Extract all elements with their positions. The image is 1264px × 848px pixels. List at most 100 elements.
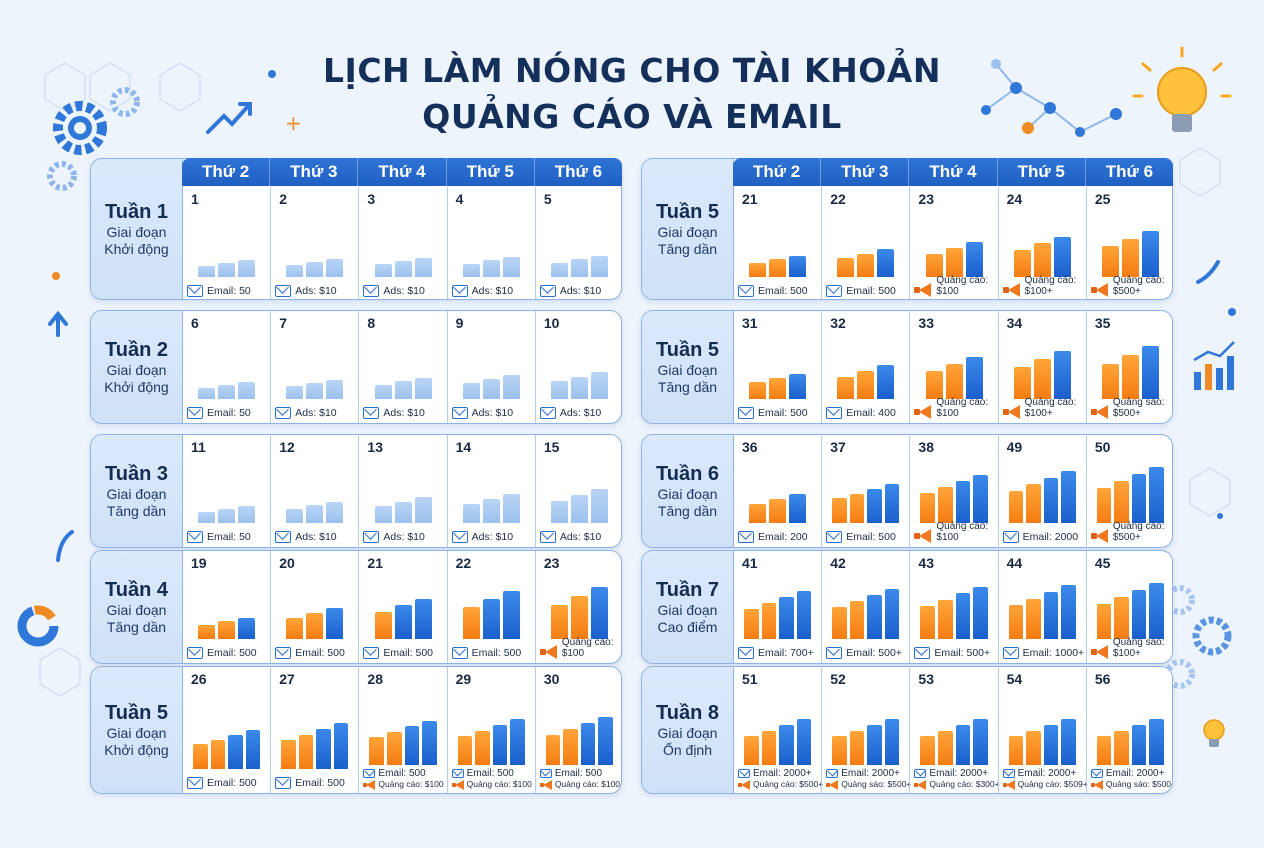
megaphone-icon (914, 529, 932, 543)
day-cell[interactable]: 31 Email: 500 (734, 311, 821, 423)
day-cell[interactable]: 7 Ads: $10 (270, 311, 358, 423)
day-cell[interactable]: 12 Ads: $10 (270, 435, 358, 547)
day-cell[interactable]: 6 Email: 50 (183, 311, 270, 423)
week-days: 36 Email: 200 37 Email: 500 38 Quảng cáo: $10… (734, 435, 1172, 547)
email-volume: Email: 2000+ (753, 768, 812, 779)
day-cell[interactable]: 21 Email: 500 (734, 187, 821, 299)
day-number: 23 (918, 191, 934, 207)
day-number: 37 (830, 439, 846, 455)
day-cell[interactable]: 2 Ads: $10 (270, 187, 358, 299)
day-cell[interactable]: 10 Ads: $10 (534, 311, 621, 423)
day-cell[interactable]: 27 Email: 500 (270, 667, 358, 793)
volume-bar (1131, 725, 1147, 765)
day-cell[interactable]: 36 Email: 200 (734, 435, 821, 547)
day-cell[interactable]: 24 Quảng cáo: $100+ (997, 187, 1086, 299)
volume-bars (546, 343, 613, 399)
day-number: 20 (279, 555, 295, 571)
day-cell[interactable]: 29 Email: 500 Quảng cáo: $100 (446, 667, 535, 793)
week-name: Tuần 2 (105, 339, 168, 361)
day-cell[interactable]: 28 Email: 500 Quảng cáo: $100 (358, 667, 446, 793)
day-label: Quảng cáo: $500+ (1090, 521, 1172, 543)
day-cell[interactable]: 14 Ads: $10 (446, 435, 535, 547)
day-cell[interactable]: 45 Quảng sáo: $100+ (1085, 551, 1172, 663)
day-cell[interactable]: 43 Email: 500+ (909, 551, 997, 663)
volume-bar (877, 365, 895, 399)
day-cell[interactable]: 4 Ads: $10 (446, 187, 535, 299)
day-cell[interactable]: 9 Ads: $10 (446, 311, 535, 423)
day-label: Quảng cáo: $100 (539, 637, 621, 659)
volume-bar (306, 613, 324, 639)
day-cell[interactable]: 30 Email: 500 Quảng cáo: $100 (534, 667, 621, 793)
week-days: 6 Email: 50 7 Ads: $10 8 Ads: $10 9 Ads: $10 10 A… (183, 311, 621, 423)
ads-budget: Quảng cáo: $100 (554, 779, 621, 789)
volume-bar (749, 504, 767, 523)
volume-bar (1149, 583, 1164, 639)
volume-bar (306, 383, 324, 399)
day-cell[interactable]: 23 Quảng cáo: $100 (534, 551, 621, 663)
volume-bars (1097, 221, 1164, 277)
week-name: Tuần 8 (656, 702, 719, 724)
volume-bar (193, 744, 208, 769)
day-cell[interactable]: 34 Quảng cáo: $100+ (997, 311, 1086, 423)
day-cell[interactable]: 15 Ads: $10 (534, 435, 621, 547)
day-cell[interactable]: 52 Email: 2000+ Quảng sáo: $500+ (821, 667, 911, 793)
volume-bar (749, 382, 767, 399)
day-cell[interactable]: 33 Quảng cáo: $100 (909, 311, 997, 423)
day-cell[interactable]: 37 Email: 500 (821, 435, 909, 547)
volume-bar (920, 606, 935, 639)
day-cell[interactable]: 51 Email: 2000+ Quảng cáo: $500+ (734, 667, 823, 793)
week-phase: Giai đoạn Khởi động (104, 725, 169, 758)
week-days: 21 Email: 500 22 Email: 500 23 Quảng cáo: $10… (734, 187, 1172, 299)
volume-bar (965, 357, 983, 399)
day-cell[interactable]: 26 Email: 500 (183, 667, 270, 793)
day-cell[interactable]: 20 Email: 500 (270, 551, 358, 663)
volume-bar (598, 717, 613, 765)
day-cell[interactable]: 13 Ads: $10 (358, 435, 446, 547)
day-labels: Email: 500 Quảng cáo: $100 (451, 768, 533, 790)
day-cell[interactable]: 25 Quảng cáo: $500+ (1085, 187, 1172, 299)
day-cell[interactable]: 35 Quảng sáo: $500+ (1085, 311, 1172, 423)
day-cell[interactable]: 49 Email: 2000 (997, 435, 1086, 547)
volume-bar (394, 605, 412, 639)
volume-bars (744, 717, 812, 765)
volume-bar (1096, 736, 1112, 765)
week-row: Tuần 2 Giai đoạn Khởi động 6 Email: 50 7 Ads:… (90, 310, 622, 424)
day-cell[interactable]: 3 Ads: $10 (358, 187, 446, 299)
day-number: 11 (191, 439, 206, 455)
mail-icon (363, 647, 380, 659)
day-cell[interactable]: 56 Email: 2000+ Quảng sáo: $500+ (1085, 667, 1172, 793)
email-volume: Email: 2000 (1022, 531, 1079, 543)
day-number: 32 (830, 315, 846, 331)
day-label: Email: 500+ (914, 647, 995, 659)
day-cell[interactable]: 19 Email: 500 (183, 551, 270, 663)
volume-bar (937, 600, 953, 639)
day-cell[interactable]: 41 Email: 700+ (734, 551, 821, 663)
volume-bar (374, 264, 392, 277)
day-cell[interactable]: 22 Email: 500 (446, 551, 535, 663)
day-cell[interactable]: 42 Email: 500+ (821, 551, 909, 663)
mail-icon (738, 531, 754, 543)
week-name: Tuần 4 (105, 579, 168, 601)
day-cell[interactable]: 44 Email: 1000+ (997, 551, 1086, 663)
day-cell[interactable]: 22 Email: 500 (821, 187, 909, 299)
volume-bars (832, 583, 900, 639)
ads-budget: Quảng cáo: $100 (936, 275, 989, 297)
day-cell[interactable]: 38 Quảng cáo: $100 (909, 435, 997, 547)
mail-icon (363, 285, 380, 297)
day-cell[interactable]: 11 Email: 50 (183, 435, 270, 547)
volume-bar (306, 505, 324, 523)
day-cell[interactable]: 1 Email: 50 (183, 187, 270, 299)
day-cell[interactable]: 53 Email: 2000+ Quảng cáo: $300+ (909, 667, 1000, 793)
volume-bar (570, 596, 588, 639)
email-volume: Email: 500 (846, 531, 896, 543)
day-cell[interactable]: 21 Email: 500 (358, 551, 446, 663)
volume-bar (218, 509, 236, 523)
title-line-2: QUẢNG CÁO VÀ EMAIL (422, 97, 842, 136)
volume-bar (973, 587, 988, 639)
day-cell[interactable]: 5 Ads: $10 (534, 187, 621, 299)
day-cell[interactable]: 8 Ads: $10 (358, 311, 446, 423)
day-cell[interactable]: 54 Email: 2000+ Quảng cáo: $509+ (997, 667, 1088, 793)
day-cell[interactable]: 32 Email: 400 (821, 311, 909, 423)
day-cell[interactable]: 23 Quảng cáo: $100 (909, 187, 997, 299)
day-cell[interactable]: 50 Quảng cáo: $500+ (1085, 435, 1172, 547)
